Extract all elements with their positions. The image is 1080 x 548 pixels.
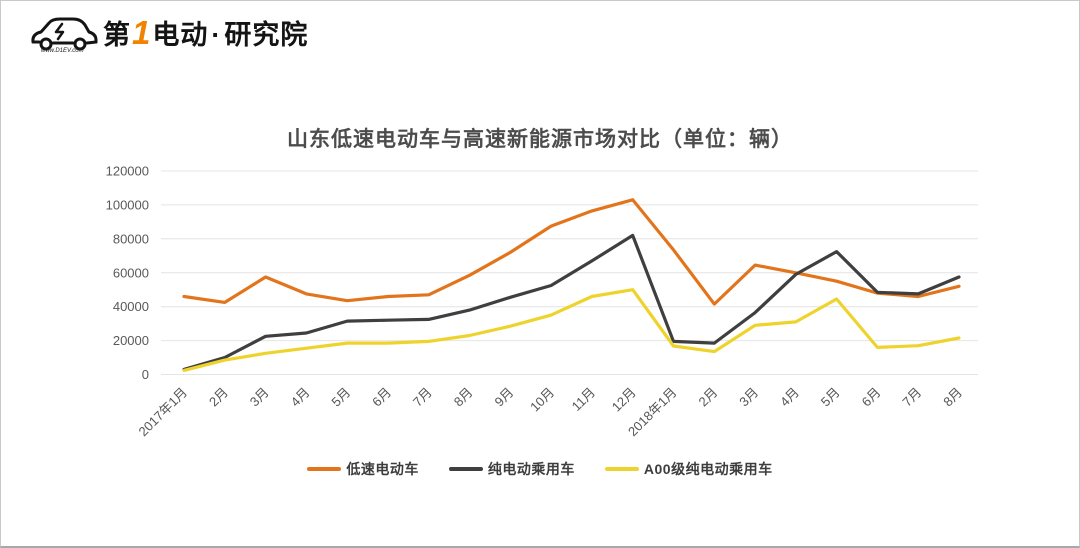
x-axis-label: 3月 — [247, 385, 272, 410]
y-axis-label: 60000 — [113, 265, 149, 280]
y-axis-label: 120000 — [106, 164, 149, 179]
y-axis-label: 20000 — [113, 333, 149, 348]
x-axis-label: 3月 — [736, 385, 761, 410]
car-logo-icon — [31, 17, 98, 51]
x-axis-label: 6月 — [369, 385, 394, 410]
chart-legend: 低速电动车 纯电动乘用车 A00级纯电动乘用车 — [1, 459, 1079, 479]
series-line-2 — [182, 288, 961, 372]
car-logo: www.D1EV.com — [29, 12, 99, 56]
legend-item-low-speed-ev: 低速电动车 — [307, 459, 419, 479]
logo-brand-suffix: 电动 — [152, 20, 209, 50]
x-axis-label: 11月 — [569, 385, 598, 414]
brand-logo: www.D1EV.com 第1电动 · 研究院 — [29, 11, 308, 57]
series-line-1 — [182, 233, 961, 371]
x-axis-label: 6月 — [859, 385, 884, 410]
legend-swatch-low-speed-ev — [307, 467, 342, 471]
chart-title: 山东低速电动车与高速新能源市场对比（单位：辆） — [287, 128, 793, 151]
x-axis-label: 2017年1月 — [136, 385, 191, 440]
x-axis-label: 5月 — [818, 385, 843, 410]
x-axis-label: 5月 — [328, 385, 353, 410]
logo-text: 第1电动 · 研究院 — [103, 11, 308, 57]
y-axis-label: 80000 — [113, 231, 149, 246]
x-axis-label: 10月 — [527, 385, 557, 415]
x-axis-label: 7月 — [899, 385, 924, 410]
logo-institute: 研究院 — [224, 20, 309, 50]
logo-brand-number: 1 — [132, 14, 152, 51]
legend-item-bev-passenger: 纯电动乘用车 — [448, 459, 575, 479]
legend-item-a00-bev: A00级纯电动乘用车 — [604, 459, 773, 479]
x-axis-label: 4月 — [288, 385, 313, 410]
y-axis-label: 40000 — [113, 299, 149, 314]
x-axis-label: 2月 — [696, 385, 721, 410]
legend-label: A00级纯电动乘用车 — [643, 461, 773, 477]
logo-separator: · — [211, 20, 222, 50]
y-axis-label: 100000 — [106, 197, 149, 212]
logo-brand-prefix: 第 — [103, 20, 131, 50]
x-axis-label: 8月 — [451, 385, 476, 410]
x-axis-label: 12月 — [609, 385, 639, 415]
x-axis-label: 9月 — [492, 385, 517, 410]
series-line-0 — [182, 198, 961, 306]
logo-website-url: www.D1EV.com — [41, 48, 84, 54]
x-axis-label: 2月 — [206, 385, 231, 410]
legend-label: 纯电动乘用车 — [487, 461, 575, 477]
x-axis-label: 8月 — [940, 385, 965, 410]
legend-swatch-bev-passenger — [448, 467, 483, 471]
x-axis-label: 4月 — [777, 385, 802, 410]
legend-label: 低速电动车 — [346, 461, 419, 477]
x-axis-label: 7月 — [410, 385, 435, 410]
y-axis-label: 0 — [142, 367, 149, 382]
legend-swatch-a00-bev — [604, 467, 639, 471]
